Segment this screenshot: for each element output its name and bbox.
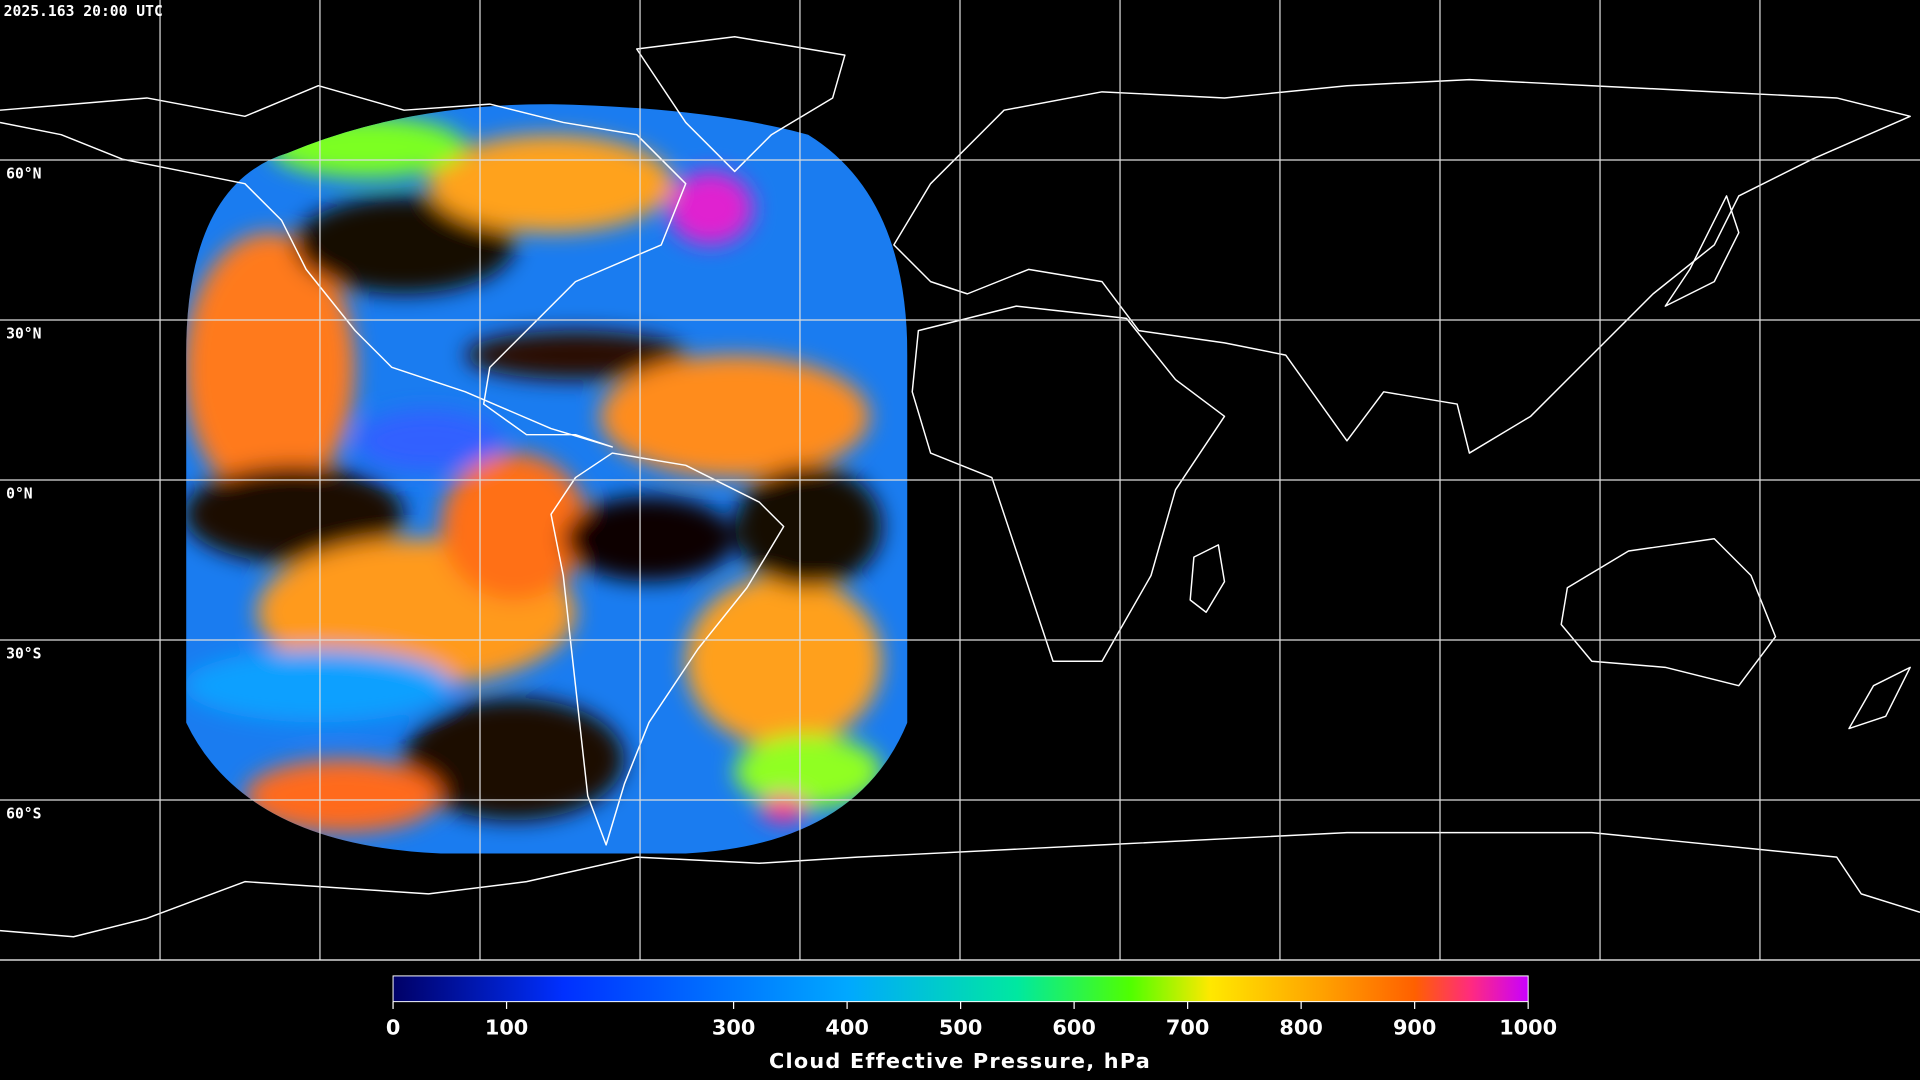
colorbar-tick-label: 700 [1166,1016,1209,1040]
colorbar-tick-label: 300 [712,1016,755,1040]
latitude-label: 30°S [6,645,41,662]
colorbar-tick-label: 100 [485,1016,528,1040]
colorbar-tick-label: 800 [1279,1016,1322,1040]
colorbar-tick-label: 400 [825,1016,868,1040]
coastlines [0,36,1920,938]
colorbar: Cloud Effective Pressure, hPa 0 100 300 400… [386,975,1557,1073]
colorbar-tick-label: 600 [1052,1016,1095,1040]
colorbar-tick-label: 900 [1393,1016,1436,1040]
latitude-grid: 60°N 30°N 0°N 30°S 60°S [0,159,1920,822]
colorbar-title: Cloud Effective Pressure, hPa [769,1049,1151,1073]
latitude-label: 30°N [6,325,41,342]
colorbar-tick-label: 0 [386,1016,400,1040]
colorbar-ramp [392,975,1529,1003]
latitude-label: 60°S [6,805,41,822]
satellite-image [186,104,908,854]
latitude-label: 0°N [6,485,33,502]
colorbar-tick-label: 1000 [1499,1016,1557,1040]
timestamp: 2025.163 20:00 UTC [4,3,163,20]
latitude-label: 60°N [6,165,41,182]
colorbar-tick-label: 500 [939,1016,982,1040]
